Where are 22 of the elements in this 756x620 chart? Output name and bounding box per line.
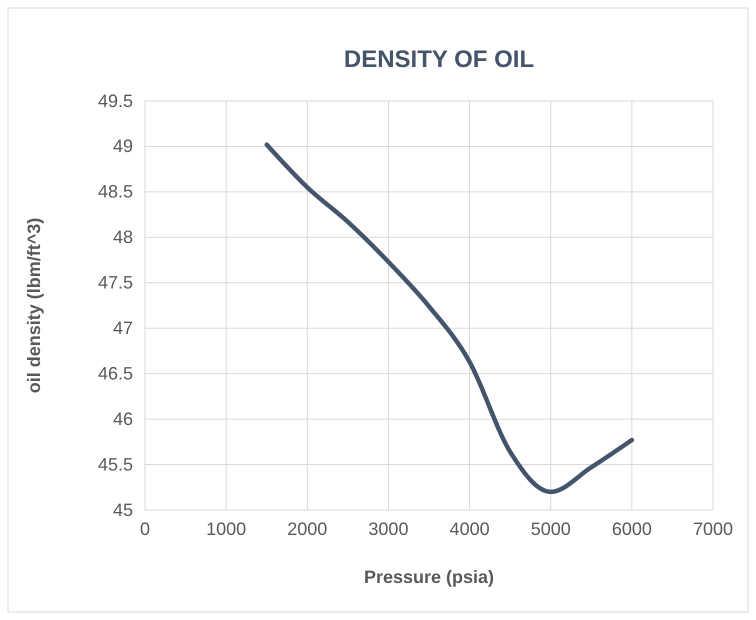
y-tick-label: 45 bbox=[112, 500, 133, 520]
y-tick-label: 46.5 bbox=[98, 363, 133, 384]
x-axis-title: Pressure (psia) bbox=[364, 567, 494, 587]
y-tick-label: 49.5 bbox=[98, 90, 133, 111]
y-tick-label: 48.5 bbox=[98, 182, 133, 202]
x-tick-label: 1000 bbox=[206, 518, 246, 539]
y-axis-title: oil density (lbm/ft^3) bbox=[24, 218, 44, 394]
y-tick-label: 49 bbox=[112, 136, 133, 156]
y-tick-label: 45.5 bbox=[98, 454, 133, 474]
y-tick-label: 47 bbox=[112, 318, 133, 338]
x-tick-label: 0 bbox=[140, 518, 150, 539]
y-tick-label: 47.5 bbox=[98, 272, 133, 293]
x-tick-label: 6000 bbox=[612, 518, 652, 539]
x-tick-label: 4000 bbox=[450, 518, 490, 539]
y-tick-label: 48 bbox=[112, 227, 133, 248]
x-tick-label: 5000 bbox=[530, 518, 571, 539]
x-tick-label: 2000 bbox=[287, 518, 328, 539]
x-tick-label: 3000 bbox=[368, 518, 408, 539]
y-tick-label: 46 bbox=[112, 408, 133, 429]
x-tick-label: 7000 bbox=[692, 518, 734, 539]
chart-title: DENSITY OF OIL bbox=[344, 46, 534, 73]
line-series bbox=[264, 142, 634, 494]
